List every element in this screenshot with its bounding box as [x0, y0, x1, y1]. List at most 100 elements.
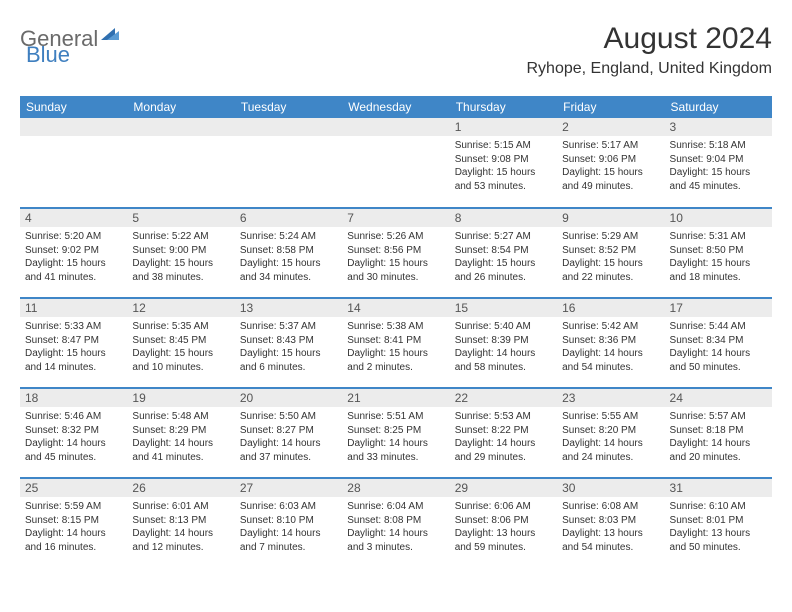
- sunrise-text: Sunrise: 5:26 AM: [347, 230, 444, 244]
- day-number: 10: [665, 209, 772, 227]
- sunrise-text: Sunrise: 5:38 AM: [347, 320, 444, 334]
- daylight-text-1: Daylight: 13 hours: [562, 527, 659, 541]
- daylight-text-2: and 29 minutes.: [455, 451, 552, 465]
- day-details: Sunrise: 6:01 AMSunset: 8:13 PMDaylight:…: [127, 497, 234, 559]
- daylight-text-2: and 41 minutes.: [25, 271, 122, 285]
- sunrise-text: Sunrise: 5:35 AM: [132, 320, 229, 334]
- day-number: 15: [450, 299, 557, 317]
- brand-part2: Blue: [26, 42, 70, 67]
- day-details: Sunrise: 6:10 AMSunset: 8:01 PMDaylight:…: [665, 497, 772, 559]
- day-number: 23: [557, 389, 664, 407]
- calendar-cell: 24Sunrise: 5:57 AMSunset: 8:18 PMDayligh…: [665, 388, 772, 478]
- sunrise-text: Sunrise: 6:04 AM: [347, 500, 444, 514]
- day-details: Sunrise: 5:22 AMSunset: 9:00 PMDaylight:…: [127, 227, 234, 289]
- location-text: Ryhope, England, United Kingdom: [527, 60, 773, 78]
- sunrise-text: Sunrise: 5:51 AM: [347, 410, 444, 424]
- daylight-text-2: and 58 minutes.: [455, 361, 552, 375]
- day-number: 28: [342, 479, 449, 497]
- calendar-table: Sunday Monday Tuesday Wednesday Thursday…: [20, 96, 772, 568]
- sunset-text: Sunset: 8:52 PM: [562, 244, 659, 258]
- sunset-text: Sunset: 8:56 PM: [347, 244, 444, 258]
- day-number: 29: [450, 479, 557, 497]
- day-number: 5: [127, 209, 234, 227]
- day-details: Sunrise: 5:50 AMSunset: 8:27 PMDaylight:…: [235, 407, 342, 469]
- day-details: Sunrise: 5:17 AMSunset: 9:06 PMDaylight:…: [557, 136, 664, 198]
- calendar-cell: 19Sunrise: 5:48 AMSunset: 8:29 PMDayligh…: [127, 388, 234, 478]
- calendar-cell: 12Sunrise: 5:35 AMSunset: 8:45 PMDayligh…: [127, 298, 234, 388]
- daylight-text-2: and 54 minutes.: [562, 541, 659, 555]
- day-number: 21: [342, 389, 449, 407]
- sunset-text: Sunset: 8:27 PM: [240, 424, 337, 438]
- sunrise-text: Sunrise: 5:55 AM: [562, 410, 659, 424]
- daylight-text-1: Daylight: 14 hours: [132, 527, 229, 541]
- calendar-cell: 18Sunrise: 5:46 AMSunset: 8:32 PMDayligh…: [20, 388, 127, 478]
- day-number: 6: [235, 209, 342, 227]
- sunrise-text: Sunrise: 5:31 AM: [670, 230, 767, 244]
- calendar-cell: [20, 118, 127, 208]
- sunset-text: Sunset: 8:03 PM: [562, 514, 659, 528]
- day-details: Sunrise: 5:42 AMSunset: 8:36 PMDaylight:…: [557, 317, 664, 379]
- daylight-text-1: Daylight: 15 hours: [562, 257, 659, 271]
- daylight-text-2: and 41 minutes.: [132, 451, 229, 465]
- sunset-text: Sunset: 8:45 PM: [132, 334, 229, 348]
- daylight-text-1: Daylight: 15 hours: [670, 257, 767, 271]
- sunset-text: Sunset: 8:08 PM: [347, 514, 444, 528]
- calendar-cell: 14Sunrise: 5:38 AMSunset: 8:41 PMDayligh…: [342, 298, 449, 388]
- daylight-text-1: Daylight: 13 hours: [670, 527, 767, 541]
- day-number: 9: [557, 209, 664, 227]
- daylight-text-1: Daylight: 14 hours: [347, 527, 444, 541]
- calendar-cell: 16Sunrise: 5:42 AMSunset: 8:36 PMDayligh…: [557, 298, 664, 388]
- sunrise-text: Sunrise: 5:48 AM: [132, 410, 229, 424]
- calendar-cell: [342, 118, 449, 208]
- day-number: 19: [127, 389, 234, 407]
- calendar-cell: 23Sunrise: 5:55 AMSunset: 8:20 PMDayligh…: [557, 388, 664, 478]
- brand-triangle-icon: [101, 26, 119, 40]
- sunset-text: Sunset: 8:58 PM: [240, 244, 337, 258]
- sunrise-text: Sunrise: 5:53 AM: [455, 410, 552, 424]
- day-details: Sunrise: 6:04 AMSunset: 8:08 PMDaylight:…: [342, 497, 449, 559]
- sunrise-text: Sunrise: 5:20 AM: [25, 230, 122, 244]
- sunset-text: Sunset: 8:43 PM: [240, 334, 337, 348]
- day-number: 24: [665, 389, 772, 407]
- day-details: Sunrise: 5:31 AMSunset: 8:50 PMDaylight:…: [665, 227, 772, 289]
- day-number-empty: [235, 118, 342, 136]
- day-number: 4: [20, 209, 127, 227]
- day-details: Sunrise: 5:59 AMSunset: 8:15 PMDaylight:…: [20, 497, 127, 559]
- calendar-cell: 20Sunrise: 5:50 AMSunset: 8:27 PMDayligh…: [235, 388, 342, 478]
- sunrise-text: Sunrise: 6:06 AM: [455, 500, 552, 514]
- sunrise-text: Sunrise: 5:59 AM: [25, 500, 122, 514]
- calendar-cell: 10Sunrise: 5:31 AMSunset: 8:50 PMDayligh…: [665, 208, 772, 298]
- daylight-text-1: Daylight: 15 hours: [455, 166, 552, 180]
- day-header: Friday: [557, 96, 664, 118]
- day-header-row: Sunday Monday Tuesday Wednesday Thursday…: [20, 96, 772, 118]
- day-header: Wednesday: [342, 96, 449, 118]
- calendar-cell: 22Sunrise: 5:53 AMSunset: 8:22 PMDayligh…: [450, 388, 557, 478]
- sunset-text: Sunset: 9:04 PM: [670, 153, 767, 167]
- day-header: Sunday: [20, 96, 127, 118]
- day-details: Sunrise: 5:55 AMSunset: 8:20 PMDaylight:…: [557, 407, 664, 469]
- calendar-cell: 3Sunrise: 5:18 AMSunset: 9:04 PMDaylight…: [665, 118, 772, 208]
- day-number: 31: [665, 479, 772, 497]
- daylight-text-1: Daylight: 15 hours: [347, 257, 444, 271]
- calendar-cell: 7Sunrise: 5:26 AMSunset: 8:56 PMDaylight…: [342, 208, 449, 298]
- sunset-text: Sunset: 8:18 PM: [670, 424, 767, 438]
- calendar-cell: 5Sunrise: 5:22 AMSunset: 9:00 PMDaylight…: [127, 208, 234, 298]
- day-number-empty: [342, 118, 449, 136]
- sunrise-text: Sunrise: 5:44 AM: [670, 320, 767, 334]
- daylight-text-2: and 45 minutes.: [25, 451, 122, 465]
- sunrise-text: Sunrise: 6:03 AM: [240, 500, 337, 514]
- daylight-text-2: and 33 minutes.: [347, 451, 444, 465]
- sunrise-text: Sunrise: 5:40 AM: [455, 320, 552, 334]
- day-number: 30: [557, 479, 664, 497]
- daylight-text-2: and 49 minutes.: [562, 180, 659, 194]
- sunset-text: Sunset: 8:54 PM: [455, 244, 552, 258]
- calendar-week-row: 25Sunrise: 5:59 AMSunset: 8:15 PMDayligh…: [20, 478, 772, 568]
- daylight-text-2: and 12 minutes.: [132, 541, 229, 555]
- day-number: 27: [235, 479, 342, 497]
- daylight-text-1: Daylight: 15 hours: [132, 257, 229, 271]
- sunset-text: Sunset: 9:00 PM: [132, 244, 229, 258]
- calendar-cell: 15Sunrise: 5:40 AMSunset: 8:39 PMDayligh…: [450, 298, 557, 388]
- daylight-text-1: Daylight: 15 hours: [25, 257, 122, 271]
- calendar-cell: 28Sunrise: 6:04 AMSunset: 8:08 PMDayligh…: [342, 478, 449, 568]
- sunset-text: Sunset: 9:02 PM: [25, 244, 122, 258]
